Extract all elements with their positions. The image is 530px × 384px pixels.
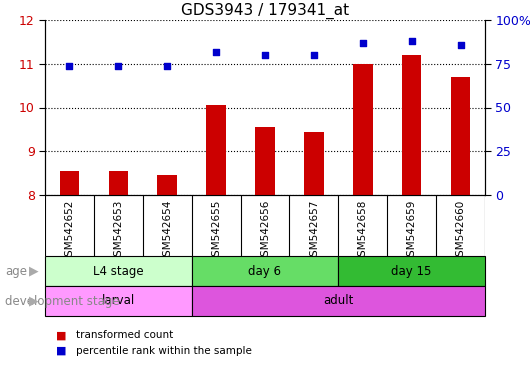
Bar (206, 105, 226, 195)
Bar (353, 64, 373, 195)
Text: ▶: ▶ (29, 295, 38, 308)
Text: ■: ■ (56, 346, 66, 356)
Point (408, 38, 416, 44)
Bar (157, 175, 177, 195)
Text: adult: adult (323, 295, 354, 308)
Text: development stage: development stage (5, 295, 120, 308)
Text: GSM542657: GSM542657 (309, 200, 319, 263)
Text: GSM542659: GSM542659 (407, 200, 417, 263)
Text: GSM542655: GSM542655 (211, 200, 221, 263)
Bar (402, 55, 421, 195)
Text: larval: larval (102, 295, 135, 308)
Point (212, 48, 220, 55)
Bar (45, 286, 192, 316)
Text: GSM542652: GSM542652 (65, 200, 75, 263)
Text: GSM542656: GSM542656 (260, 200, 270, 263)
Bar (60, 171, 80, 195)
Point (310, 52, 318, 58)
Title: GDS3943 / 179341_at: GDS3943 / 179341_at (181, 2, 349, 19)
Bar (450, 77, 470, 195)
Point (114, 63, 122, 69)
Text: GSM542660: GSM542660 (455, 200, 465, 263)
Bar (338, 256, 485, 286)
Text: age: age (5, 265, 28, 278)
Point (261, 52, 269, 58)
Bar (192, 286, 485, 316)
Text: GSM542654: GSM542654 (162, 200, 172, 263)
Text: transformed count: transformed count (76, 330, 173, 340)
Text: GSM542658: GSM542658 (358, 200, 368, 263)
Text: percentile rank within the sample: percentile rank within the sample (76, 346, 252, 356)
Bar (304, 132, 324, 195)
Bar (109, 171, 128, 195)
Text: ▶: ▶ (29, 265, 38, 278)
Bar (255, 127, 275, 195)
Point (65, 63, 74, 69)
Point (456, 41, 465, 48)
Text: day 15: day 15 (392, 265, 432, 278)
Text: GSM542653: GSM542653 (113, 200, 123, 263)
Point (358, 40, 367, 46)
Bar (192, 256, 338, 286)
Text: ■: ■ (56, 330, 66, 340)
Text: L4 stage: L4 stage (93, 265, 144, 278)
Bar (45, 256, 192, 286)
Text: day 6: day 6 (249, 265, 281, 278)
Point (163, 63, 172, 69)
